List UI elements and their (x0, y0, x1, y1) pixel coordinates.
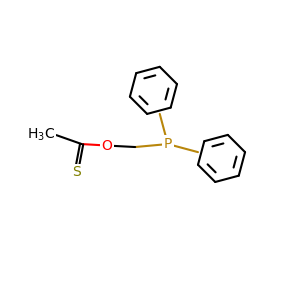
Text: O: O (101, 139, 112, 152)
Text: S: S (72, 165, 81, 179)
Text: P: P (164, 137, 172, 151)
Text: H$_3$C: H$_3$C (27, 127, 55, 143)
